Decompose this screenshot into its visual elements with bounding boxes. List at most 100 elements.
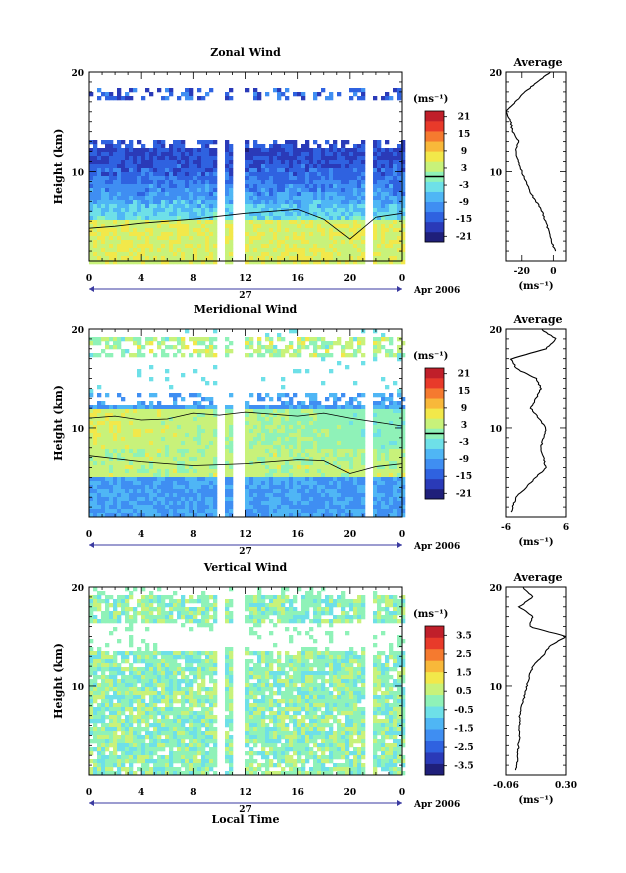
heatmap-cell xyxy=(209,449,214,454)
heatmap-cell xyxy=(253,489,258,494)
heatmap-cell xyxy=(389,220,394,225)
heatmap-cell xyxy=(165,473,170,478)
heatmap-cell xyxy=(289,441,294,446)
heatmap-cell xyxy=(165,445,170,450)
heatmap-cell xyxy=(97,469,102,474)
heatmap-cell xyxy=(397,481,402,486)
heatmap-cell xyxy=(321,381,326,386)
heatmap-cell xyxy=(101,156,106,161)
heatmap-cell xyxy=(321,256,326,261)
heatmap-cell xyxy=(381,216,386,221)
heatmap-cell xyxy=(309,437,314,442)
heatmap-cell xyxy=(289,168,294,173)
heatmap-cell xyxy=(273,449,278,454)
heatmap-cell xyxy=(281,473,286,478)
heatmap-cell xyxy=(389,184,394,189)
heatmap-cell xyxy=(373,248,378,253)
heatmap-cell xyxy=(377,473,382,478)
heatmap-cell xyxy=(381,425,386,430)
heatmap-cell xyxy=(157,260,162,265)
heatmap-cell xyxy=(381,248,386,253)
heatmap-cell xyxy=(177,256,182,261)
heatmap-cell xyxy=(281,465,286,470)
heatmap-cell xyxy=(257,341,262,346)
heatmap-cell xyxy=(397,425,402,430)
heatmap-cell xyxy=(185,429,190,434)
heatmap-cell xyxy=(225,200,230,205)
heatmap-cell xyxy=(333,244,338,249)
heatmap-cell xyxy=(309,164,314,169)
heatmap-cell xyxy=(189,216,194,221)
heatmap-cell xyxy=(189,236,194,241)
heatmap-cell xyxy=(133,465,138,470)
heatmap-cell xyxy=(153,405,158,410)
heatmap-cell xyxy=(141,208,146,213)
heatmap-cell xyxy=(165,176,170,181)
heatmap-cell xyxy=(285,477,290,482)
heatmap-cell xyxy=(297,156,302,161)
heatmap-cell xyxy=(113,260,118,265)
heatmap-cell xyxy=(205,212,210,217)
heatmap-cell xyxy=(273,180,278,185)
heatmap-cell xyxy=(177,421,182,426)
heatmap-cell xyxy=(113,172,118,177)
heatmap-cell xyxy=(133,236,138,241)
heatmap-cell xyxy=(341,409,346,414)
heatmap-cell xyxy=(113,156,118,161)
heatmap-cell xyxy=(173,192,178,197)
heatmap-cell xyxy=(285,152,290,157)
heatmap-cell xyxy=(385,501,390,506)
heatmap-cell xyxy=(269,232,274,237)
heatmap-cell xyxy=(145,449,150,454)
heatmap-cell xyxy=(201,349,206,354)
heatmap-cell xyxy=(257,188,262,193)
heatmap-cell xyxy=(165,405,170,410)
heatmap-cell xyxy=(313,152,318,157)
heatmap-cell xyxy=(169,481,174,486)
heatmap-cell xyxy=(97,164,102,169)
heatmap-cell xyxy=(401,160,406,165)
heatmap-cell xyxy=(377,425,382,430)
heatmap-cell xyxy=(341,393,346,398)
heatmap-cell xyxy=(281,168,286,173)
heatmap-cell xyxy=(349,509,354,514)
heatmap-cell xyxy=(313,224,318,229)
heatmap-cell xyxy=(153,425,158,430)
heatmap-cell xyxy=(97,417,102,422)
heatmap-cell xyxy=(189,196,194,201)
heatmap-cell xyxy=(337,513,342,518)
colorbar-tick-label: -15 xyxy=(456,215,472,225)
heatmap-cell xyxy=(269,208,274,213)
heatmap-cell xyxy=(377,168,382,173)
heatmap-cell xyxy=(117,489,122,494)
heatmap-cell xyxy=(181,373,186,378)
heatmap-cell xyxy=(349,224,354,229)
heatmap-cell xyxy=(301,184,306,189)
heatmap-cell xyxy=(385,385,390,390)
heatmap-cell xyxy=(349,453,354,458)
heatmap-cell xyxy=(265,212,270,217)
heatmap-cell xyxy=(161,152,166,157)
heatmap-cell xyxy=(313,445,318,450)
heatmap-cell xyxy=(289,505,294,510)
heatmap-cell xyxy=(177,457,182,462)
heatmap-cell xyxy=(297,341,302,346)
heatmap-cell xyxy=(97,501,102,506)
heatmap-cell xyxy=(129,144,134,149)
heatmap-cell xyxy=(261,473,266,478)
heatmap-cell xyxy=(197,509,202,514)
heatmap-cell xyxy=(397,401,402,406)
heatmap-cell xyxy=(213,180,218,185)
heatmap-cell xyxy=(313,437,318,442)
heatmap-cell xyxy=(137,461,142,466)
heatmap-cell xyxy=(169,477,174,482)
heatmap-cell xyxy=(101,200,106,205)
heatmap-cell xyxy=(321,208,326,213)
heatmap-cell xyxy=(201,337,206,342)
heatmap-cell xyxy=(257,248,262,253)
heatmap-cell xyxy=(361,341,366,346)
heatmap-cell xyxy=(193,192,198,197)
heatmap-cell xyxy=(205,473,210,478)
heatmap-cell xyxy=(381,445,386,450)
heatmap-cell xyxy=(109,228,114,233)
